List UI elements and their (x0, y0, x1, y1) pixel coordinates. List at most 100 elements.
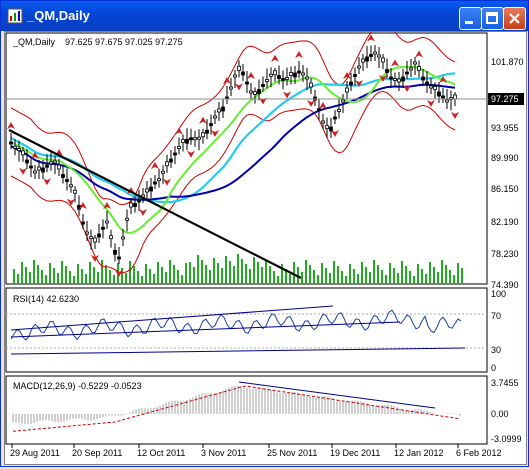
rsi-tick-label: 100 (491, 289, 506, 299)
macd-tick-label: 0.00 (491, 409, 509, 419)
candle-body (65, 179, 69, 182)
candle-body (445, 99, 449, 103)
volume-bar (373, 260, 375, 284)
volume-bar (225, 256, 227, 284)
candle-body (409, 67, 413, 71)
volume-bar (13, 269, 15, 284)
fractal-marker (415, 50, 423, 58)
price-tick-label: 89.990 (491, 153, 519, 163)
close-button[interactable] (503, 7, 526, 30)
volume-bar (329, 273, 331, 284)
candle-body (265, 79, 269, 82)
time-tick-label: 12 Jan 2012 (394, 448, 444, 458)
volume-bar (393, 268, 395, 284)
candle-body (373, 51, 377, 55)
candle-body (21, 150, 25, 156)
macd-axis: 3.7455 0.00 -3.0999 (491, 378, 522, 444)
candle-body (9, 141, 13, 145)
fractal-marker (91, 255, 99, 262)
candle-body (153, 181, 157, 185)
candle-body (81, 221, 85, 225)
time-tick-label: 6 Feb 2012 (456, 448, 502, 458)
candle-body (309, 82, 313, 88)
candle-body (253, 91, 257, 95)
rsi-tick-label: 70 (491, 311, 501, 321)
volume-bar (121, 268, 123, 284)
time-tick-label: 3 Nov 2011 (201, 448, 246, 458)
bollinger-lower (10, 90, 456, 274)
window-title: _QM,Daily (27, 8, 90, 23)
price-tick-label: 93.955 (491, 123, 519, 133)
candle-body (217, 108, 221, 113)
fractal-marker (235, 83, 243, 91)
volume-bar (85, 274, 87, 284)
candle-body (281, 78, 285, 81)
volume-bar (101, 260, 103, 284)
volume-bar (321, 263, 323, 284)
candle-body (121, 236, 125, 240)
volume-bar (129, 261, 131, 284)
candle-body (197, 136, 201, 140)
volume-bar (457, 263, 459, 284)
volume-bar (177, 270, 179, 284)
maximize-button[interactable] (481, 7, 504, 30)
volume-bar (161, 267, 163, 284)
candle-body (345, 87, 349, 93)
candle-body (269, 73, 273, 77)
volume-bar (165, 272, 167, 284)
candle-body (145, 188, 149, 193)
fractal-marker (19, 167, 27, 175)
volume-bar (201, 260, 203, 284)
minimize-button[interactable] (459, 7, 482, 30)
candle-body (109, 235, 113, 240)
fractal-marker (403, 85, 411, 92)
price-header-symbol: _QM,Daily (12, 37, 56, 47)
volume-bar (77, 264, 79, 284)
chart-area[interactable]: _QM,Daily 97.625 97.675 97.025 97.275 10… (4, 22, 527, 465)
candle-body (353, 74, 357, 77)
rsi-panel[interactable] (5, 287, 488, 373)
fractal-marker (439, 76, 447, 83)
candle-body (169, 158, 173, 163)
volume-bar (69, 271, 71, 284)
candle-body (133, 203, 137, 207)
title-bar[interactable]: _QM,Daily (1, 1, 528, 31)
candle-body (173, 152, 177, 156)
volume-bar (193, 267, 195, 284)
candle-body (185, 138, 189, 144)
candle-body (405, 71, 409, 75)
volume-bar (109, 270, 111, 284)
volume-bar (25, 267, 27, 284)
fractal-marker (283, 91, 291, 99)
candle-body (365, 56, 369, 62)
fractal-marker (199, 116, 207, 124)
candle-body (425, 81, 429, 85)
current-price-badge (488, 93, 524, 105)
volume-bar (433, 267, 435, 284)
candle-body (389, 76, 393, 80)
candle-body (117, 256, 121, 260)
fractal-marker (367, 34, 375, 42)
volume-bar (301, 272, 303, 284)
candle-body (113, 249, 117, 255)
candle-body (321, 120, 325, 124)
candle-body (93, 237, 97, 243)
volume-bar (73, 276, 75, 284)
volume-bar (461, 268, 463, 284)
rsi-axis: 100 70 30 0 (491, 289, 506, 373)
volume-bar (81, 269, 83, 284)
fractal-marker (271, 54, 279, 62)
candle-body (181, 139, 185, 143)
candle-body (401, 76, 405, 82)
price-header-ohlc: 97.625 97.675 97.025 97.275 (65, 37, 183, 47)
candle-body (97, 233, 101, 238)
volume-bar (89, 262, 91, 284)
chart-canvas[interactable]: _QM,Daily 97.625 97.675 97.025 97.275 10… (5, 22, 526, 464)
volume-bar (317, 275, 319, 284)
candle-body (381, 57, 385, 63)
volume-bar (137, 271, 139, 284)
macd-trend-line (238, 381, 436, 409)
volume-bar (293, 262, 295, 284)
candle-body (325, 125, 329, 130)
chart-window-icon (7, 8, 23, 24)
